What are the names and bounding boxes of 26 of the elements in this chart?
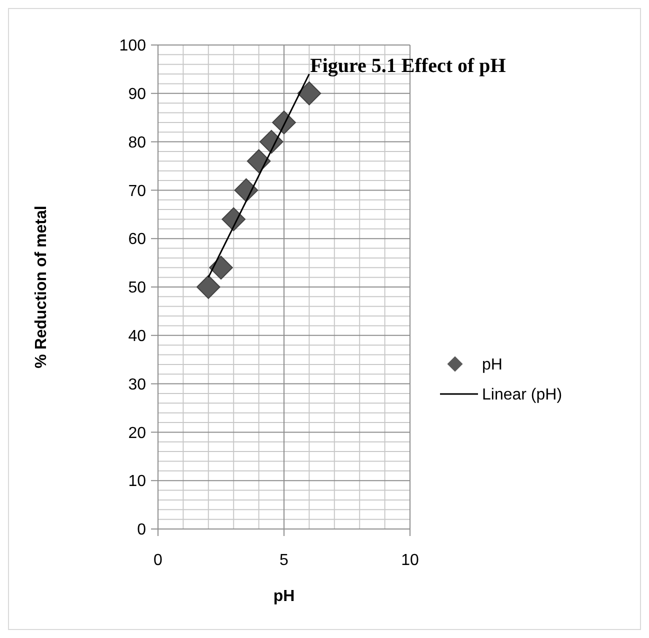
point: [196, 275, 220, 299]
point: [234, 178, 258, 202]
y-tick-label: 100: [119, 38, 146, 55]
y-tick-label: 80: [128, 134, 146, 152]
x-tick-label: 10: [401, 552, 419, 569]
x-tick-label: 0: [154, 552, 163, 569]
y-tick-label: 50: [128, 280, 146, 297]
y-axis-title: % Reduction of metal: [33, 206, 50, 368]
y-tick-label: 40: [128, 328, 146, 345]
y-tick-label: 30: [128, 376, 146, 394]
x-axis-title: pH: [273, 588, 295, 605]
legend-label: Linear (pH): [482, 386, 562, 404]
y-tick-label: 0: [137, 522, 146, 539]
y-tick-label: 60: [128, 231, 146, 248]
point: [260, 130, 284, 154]
y-tick-label: 20: [128, 424, 146, 442]
point: [272, 110, 296, 134]
point: [297, 82, 322, 106]
y-tick-label: 90: [128, 86, 146, 103]
point: [209, 256, 233, 280]
y-tick-label: 70: [128, 182, 146, 200]
x-tick-label: 5: [280, 552, 289, 569]
legend-label: pH: [482, 356, 502, 374]
point: [246, 149, 271, 174]
text: Figure 5.1 Effect of pH: [310, 55, 506, 77]
y-tick-label: 10: [128, 473, 146, 490]
